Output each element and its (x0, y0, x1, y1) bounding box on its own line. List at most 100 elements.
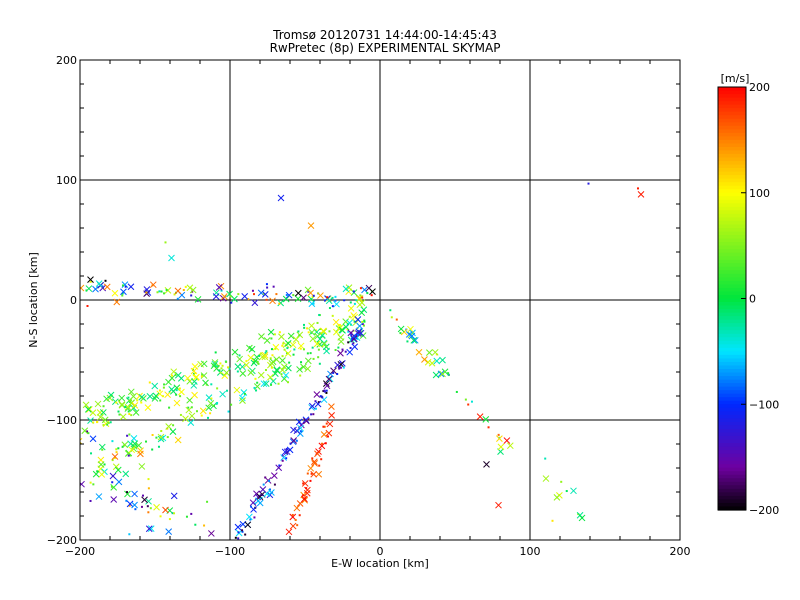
data-point-cross (297, 424, 304, 432)
data-point-cross (313, 391, 321, 398)
data-point-cross (137, 450, 144, 458)
data-point-dot (334, 295, 337, 298)
colorbar-segment (718, 390, 746, 395)
colorbar-ticks: 200 100 0 −100 −200 (741, 81, 779, 517)
colorbar-segment (718, 397, 746, 402)
colorbar-segment (718, 478, 746, 483)
data-point-dot (326, 435, 329, 438)
data-point-cross (294, 295, 302, 303)
data-point-dot (299, 374, 302, 377)
data-point-cross (280, 363, 288, 371)
data-point-cross (283, 448, 291, 456)
data-point-dot (226, 366, 229, 369)
data-point-cross (199, 407, 207, 415)
data-point-dot (254, 377, 257, 380)
data-point-dot (334, 349, 337, 352)
data-point-cross (269, 297, 276, 305)
data-point-dot (176, 297, 179, 300)
data-point-cross (240, 389, 248, 396)
data-point-dot (121, 294, 124, 297)
data-point-cross (193, 373, 200, 381)
data-point-dot (107, 421, 110, 424)
data-point-cross (351, 343, 359, 351)
colorbar-tick-label: −100 (749, 398, 779, 411)
colorbar-segment (718, 302, 746, 307)
data-point-cross (262, 380, 270, 387)
data-point-dot (292, 353, 295, 356)
data-point-cross (170, 492, 178, 500)
data-point-dot (111, 481, 114, 484)
data-point-dot (241, 529, 244, 532)
data-point-dot (318, 313, 321, 316)
y-axis-ticks: 200 100 0 −100 −200 (47, 54, 680, 547)
data-point-dot (337, 326, 340, 329)
data-point-dot (234, 536, 237, 539)
data-point-cross (357, 329, 365, 337)
data-point-cross (178, 388, 185, 396)
data-point-dot (353, 320, 356, 323)
data-point-dot (210, 397, 213, 400)
colorbar-segment (718, 372, 746, 377)
data-point-dot (349, 346, 352, 349)
data-point-cross (260, 380, 268, 388)
data-point-dot (270, 366, 273, 369)
data-point-dot (352, 342, 355, 345)
data-point-dot (319, 395, 322, 398)
data-point-cross (127, 388, 135, 396)
data-point-dot (209, 412, 212, 415)
colorbar-segment (718, 495, 746, 501)
data-point-cross (256, 493, 264, 501)
data-point-cross (308, 402, 316, 410)
data-point-dot (470, 400, 473, 403)
data-point-cross (261, 291, 269, 298)
colorbar-segment (718, 485, 746, 490)
colorbar-segment (718, 354, 746, 360)
data-point-cross (94, 400, 102, 408)
data-point-dot (147, 511, 150, 514)
colorbar-segment (718, 97, 746, 102)
data-point-dot (126, 434, 129, 437)
data-point-dot (325, 391, 328, 394)
data-point-dot (146, 505, 149, 508)
data-point-cross (334, 361, 341, 369)
data-point-dot (447, 373, 450, 376)
data-point-cross (138, 393, 146, 401)
data-point-dot (295, 439, 298, 442)
data-point-cross (138, 463, 146, 470)
colorbar-segment (718, 488, 746, 493)
data-point-cross (476, 413, 484, 420)
data-point-dot (115, 401, 118, 404)
data-point-cross (165, 378, 172, 386)
data-point-dot (128, 413, 131, 416)
colorbar-segment (718, 287, 746, 293)
data-point-cross (316, 335, 324, 343)
data-point-cross (239, 370, 247, 377)
data-point-cross (80, 437, 83, 445)
data-point-cross (294, 289, 302, 297)
colorbar-segment (718, 277, 746, 282)
data-point-dot (265, 283, 268, 286)
data-point-dot (318, 464, 321, 467)
data-point-cross (257, 371, 265, 379)
colorbar-segment (718, 199, 746, 204)
data-point-cross (332, 318, 340, 326)
data-point-dot (256, 381, 259, 384)
x-tick-label: −200 (65, 545, 95, 558)
data-point-cross (360, 306, 368, 314)
data-point-cross (131, 440, 139, 447)
data-point-dot (302, 323, 305, 326)
colorbar-segment (718, 259, 746, 264)
data-point-dot (90, 452, 93, 455)
colorbar-segment (718, 502, 746, 508)
data-point-cross (303, 417, 310, 425)
data-point-dot (278, 464, 281, 467)
data-point-dot (102, 405, 105, 408)
data-point-dot (207, 416, 210, 419)
data-point-cross (98, 471, 106, 478)
data-point-cross (151, 382, 159, 390)
data-point-cross (80, 284, 85, 292)
data-point-dot (201, 550, 203, 552)
data-point-cross (120, 288, 127, 296)
data-point-cross (243, 361, 250, 369)
data-point-dot (278, 302, 281, 305)
